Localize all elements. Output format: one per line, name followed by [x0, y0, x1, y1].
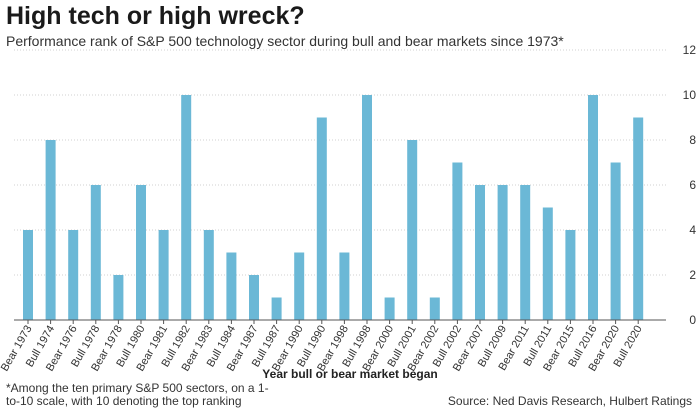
- bar: [520, 185, 531, 320]
- bar: [203, 230, 214, 320]
- bar: [588, 95, 598, 320]
- bar: [136, 185, 146, 320]
- footnote: *Among the ten primary S&P 500 sectors, …: [6, 381, 269, 408]
- bar: [271, 297, 282, 320]
- y-tick-label: 6: [689, 178, 696, 192]
- bar: [542, 207, 553, 320]
- chart-subtitle: Performance rank of S&P 500 technology s…: [6, 33, 564, 49]
- chart-title: High tech or high wreck?: [6, 2, 305, 30]
- bar: [316, 117, 327, 320]
- bar: [633, 117, 644, 320]
- bar: [610, 162, 621, 320]
- bar: [113, 275, 124, 320]
- bar: [249, 275, 259, 320]
- bar: [158, 230, 169, 320]
- bar: [362, 95, 372, 320]
- y-tick-label: 10: [683, 88, 697, 102]
- y-tick-label: 2: [689, 268, 696, 282]
- source-note: Source: Ned Davis Research, Hulbert Rati…: [447, 394, 692, 408]
- bar: [294, 252, 305, 320]
- bar: [452, 162, 463, 320]
- y-tick-label: 4: [689, 223, 696, 237]
- y-tick-label: 12: [683, 43, 697, 57]
- y-axis-ticks: 0 2 4 6 8 10 12: [683, 43, 697, 327]
- bars: [23, 95, 644, 320]
- bar: [45, 140, 56, 320]
- bar: [429, 297, 440, 320]
- bar: [181, 95, 192, 320]
- bar: [68, 230, 79, 320]
- bar: [384, 297, 395, 320]
- bar: [565, 230, 576, 320]
- y-tick-label: 8: [689, 133, 696, 147]
- bar: [90, 185, 101, 320]
- bar: [407, 140, 418, 320]
- bar: [497, 185, 508, 320]
- y-tick-label: 0: [689, 313, 696, 327]
- bar: [226, 252, 237, 320]
- bar: [339, 252, 350, 320]
- bar: [475, 185, 485, 320]
- x-axis-title: Year bull or bear market began: [262, 367, 437, 381]
- bar: [23, 230, 33, 320]
